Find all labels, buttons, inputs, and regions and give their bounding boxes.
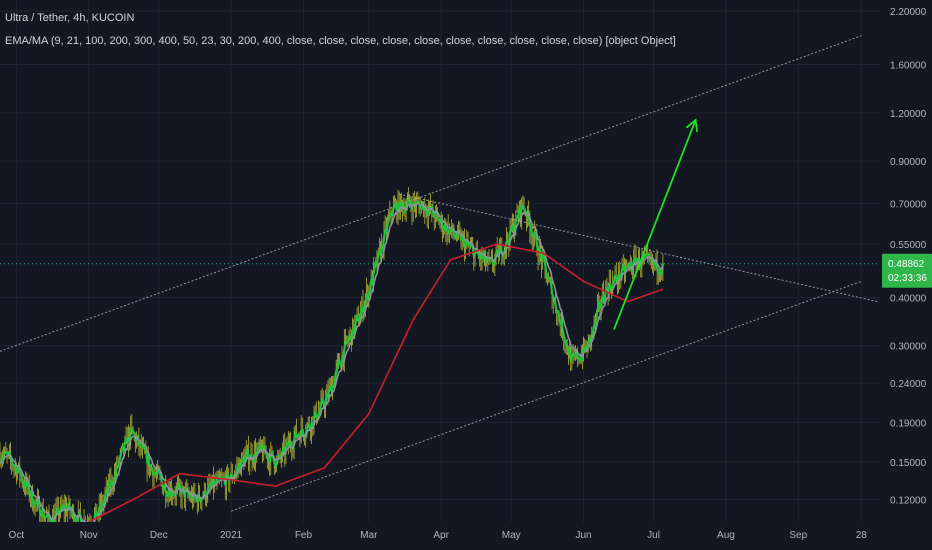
ma-grey-line [0, 202, 664, 525]
time-tick-label: 2021 [220, 530, 243, 541]
time-tick-label: 28 [856, 530, 868, 541]
price-tick-label: 0.24000 [890, 379, 927, 390]
time-tick-label: Nov [80, 530, 98, 541]
projection-arrow [613, 119, 697, 331]
price-tick-label: 0.70000 [890, 199, 927, 210]
time-tick-label: Dec [150, 530, 168, 541]
price-tick-label: 0.40000 [890, 293, 927, 304]
price-tick-label: 0.30000 [890, 342, 927, 353]
projection-arrow-head [685, 118, 699, 133]
price-tick-label: 0.90000 [890, 157, 927, 168]
ma-red-line [88, 243, 664, 523]
indicator-legend[interactable]: EMA/MA (9, 21, 100, 200, 300, 400, 50, 2… [5, 35, 676, 47]
time-tick-label: Mar [360, 530, 378, 541]
countdown-label: 02:33:36 [888, 273, 927, 284]
price-tick-label: 0.15000 [890, 458, 927, 469]
trendline [0, 35, 862, 352]
time-axis-bg [0, 522, 932, 550]
price-tick-label: 0.55000 [890, 240, 927, 251]
price-axis[interactable]: 2.20000 1.60000 1.20000 0.90000 0.70000 0.550… [880, 0, 932, 550]
price-tick-label: 2.20000 [890, 7, 927, 18]
last-price-label: 0.48862 [888, 259, 925, 270]
price-tick-label: 0.12000 [890, 496, 927, 507]
price-tick-label: 0.19000 [890, 418, 927, 429]
ema-green-line [0, 196, 664, 532]
time-tick-label: May [502, 530, 521, 541]
time-tick-label: Feb [295, 530, 313, 541]
time-tick-label: Oct [9, 530, 25, 541]
time-tick-label: Apr [433, 530, 449, 541]
last-price-badge [882, 253, 932, 288]
time-tick-label: Aug [717, 530, 735, 541]
time-tick-label: Jul [647, 530, 660, 541]
price-tick-label: 1.20000 [890, 109, 927, 120]
time-tick-label: Jun [575, 530, 591, 541]
time-axis[interactable]: Oct Nov Dec 2021 Feb Mar Apr May Jun Jul Aug Sep 28 [0, 522, 932, 550]
trendlines [0, 35, 878, 512]
symbol-title[interactable]: Ultra / Tether, 4h, KUCOIN [5, 12, 135, 24]
moving-averages [0, 196, 664, 532]
trendline [399, 193, 878, 303]
time-tick-label: Sep [789, 530, 807, 541]
annotations [613, 118, 699, 331]
price-tick-label: 1.60000 [890, 61, 927, 72]
